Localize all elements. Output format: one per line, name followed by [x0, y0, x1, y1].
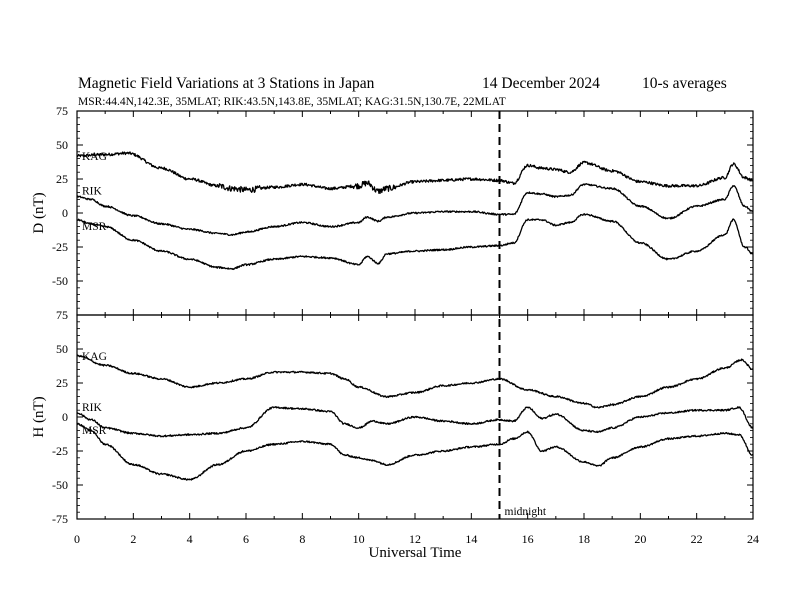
y-tick-label-d: 0 — [62, 206, 68, 220]
chart-averaging: 10-s averages — [642, 75, 727, 92]
y-tick-label-d: 50 — [56, 138, 68, 152]
y-tick-label-d: -50 — [52, 274, 68, 288]
panel-d-declination: -50 -25 0 25 50 75 D (nT) KAG RIK MSR — [31, 104, 754, 316]
x-tick-label: 18 — [578, 532, 590, 546]
x-tick-label: 16 — [522, 532, 534, 546]
series-line-kag-h — [76, 354, 754, 409]
series-line-msr-h — [76, 422, 754, 481]
y-tick-label-d: 25 — [56, 172, 68, 186]
y-tick-label-d: 75 — [56, 104, 68, 118]
y-axis-label-d: D (nT) — [31, 192, 47, 233]
x-tick-label: 0 — [74, 532, 80, 546]
x-tick-label: 24 — [747, 532, 759, 546]
chart-title: Magnetic Field Variations at 3 Stations … — [78, 75, 375, 92]
y-tick-label-h: -75 — [52, 512, 68, 526]
y-tick-label-h: -25 — [52, 444, 68, 458]
series-line-msr-d — [76, 213, 754, 271]
series-label-kag-h: KAG — [82, 351, 107, 363]
y-tick-label-h: -50 — [52, 478, 68, 492]
x-tick-label: 2 — [130, 532, 136, 546]
station-info: MSR:44.4N,142.3E, 35MLAT; RIK:43.5N,143.… — [78, 96, 506, 108]
chart-date: 14 December 2024 — [482, 75, 600, 92]
y-tick-label-d: -25 — [52, 240, 68, 254]
x-tick-label: 14 — [465, 532, 477, 546]
series-line-rik-d — [76, 183, 754, 237]
y-axis-label-h: H (nT) — [31, 396, 47, 437]
y-tick-label-h: 0 — [62, 410, 68, 424]
x-tick-label: 22 — [691, 532, 703, 546]
series-line-kag-d — [76, 151, 754, 194]
y-tick-label-h: 50 — [56, 342, 68, 356]
x-tick-label: 4 — [187, 532, 193, 546]
x-tick-label: 10 — [353, 532, 365, 546]
x-tick-label: 8 — [299, 532, 305, 546]
series-label-rik-h: RIK — [82, 402, 103, 414]
series-label-msr-h: MSR — [82, 425, 107, 437]
series-label-kag-d: KAG — [82, 151, 107, 163]
series-label-rik-d: RIK — [82, 186, 103, 198]
series-label-msr-d: MSR — [82, 221, 107, 233]
x-tick-label: 6 — [243, 532, 249, 546]
x-tick-label: 20 — [634, 532, 646, 546]
y-tick-label-h: 75 — [56, 308, 68, 322]
x-tick-label: 12 — [409, 532, 421, 546]
midnight-label: midnight — [505, 506, 547, 518]
x-axis-label: Universal Time — [369, 545, 462, 561]
panel-h-horizontal: -75 -50 -25 0 25 50 75 H (nT) KAG RIK MSR — [31, 308, 754, 526]
series-line-rik-h — [76, 406, 754, 438]
y-tick-label-h: 25 — [56, 376, 68, 390]
